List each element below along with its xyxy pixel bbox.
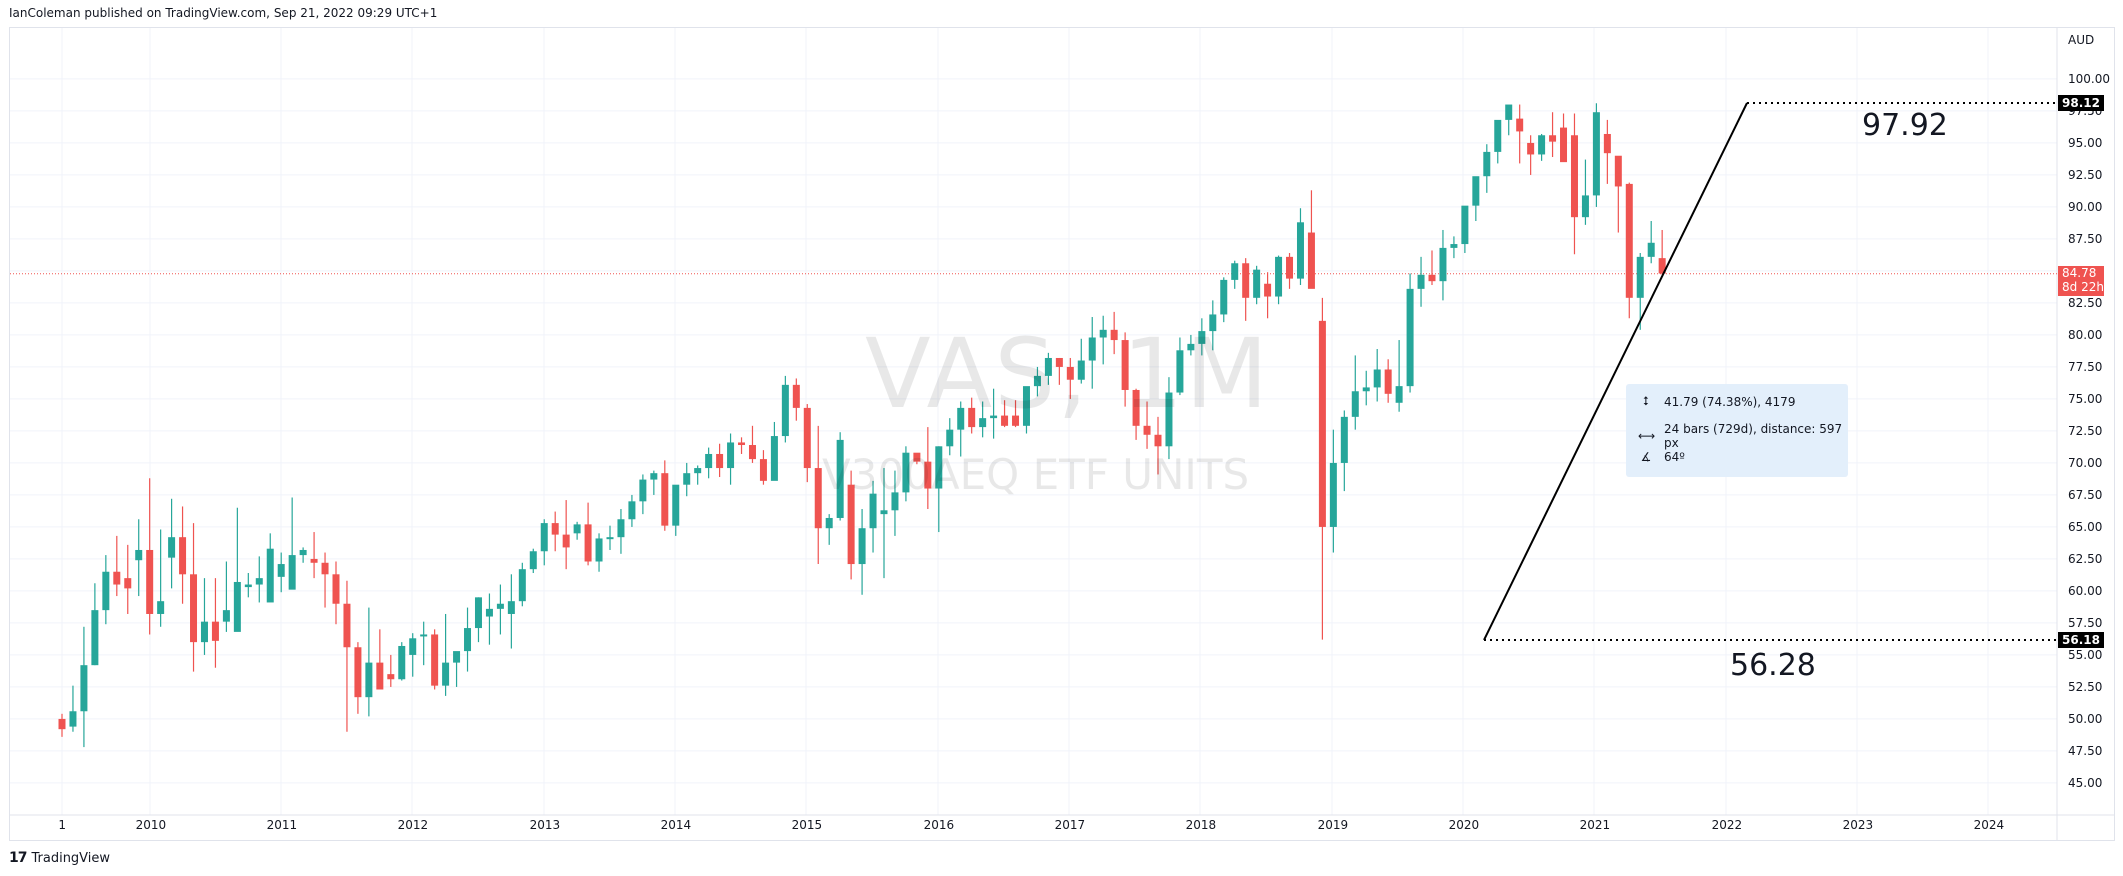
time-tick: 2016 [923,818,955,832]
time-tick: 2014 [660,818,692,832]
measure-price-range: 41.79 (74.38%), 4179 [1664,394,1796,409]
price-tick: 72.50 [2068,423,2103,438]
time-tick: 2021 [1579,818,1611,832]
high-price-badge: 98.12 [2058,95,2104,111]
price-tick: 67.50 [2068,487,2103,502]
watermark-description: V300AEQ ETF UNITS [822,450,1250,499]
price-tick: 80.00 [2068,327,2103,342]
watermark-symbol: VAS, 1M [865,318,1271,430]
price-tick: 50.00 [2068,711,2103,726]
angle-icon: ∡ [1640,450,1652,464]
price-tick: 60.00 [2068,583,2103,598]
bars-range-icon: ⟷ [1638,429,1656,443]
low-annotation: 56.28 [1730,648,1816,683]
time-tick: 2020 [1448,818,1480,832]
low-price-badge: 56.18 [2058,632,2104,648]
price-tick: 45.00 [2068,775,2103,790]
time-tick: 2013 [529,818,561,832]
time-tick: 2022 [1711,818,1743,832]
measure-tooltip: ⭥ 41.79 (74.38%), 4179 ⟷ 24 bars (729d),… [1626,384,1848,477]
price-range-icon: ⭥ [1642,394,1650,408]
bar-countdown: 8d 22h [2062,280,2104,294]
time-tick: 2010 [135,818,167,832]
price-tick: 62.50 [2068,551,2103,566]
measure-angle: 64º [1664,450,1685,464]
price-tick: 70.00 [2068,455,2103,470]
price-tick: 100.00 [2068,71,2110,86]
tradingview-brand: TradingView [31,850,111,866]
price-tick: 57.50 [2068,615,2103,630]
price-tick: 92.50 [2068,167,2103,182]
time-tick: 2011 [266,818,298,832]
price-tick: 82.50 [2068,295,2103,310]
currency-label: AUD [2068,33,2095,47]
price-tick: 90.00 [2068,199,2103,214]
time-tick: 2012 [397,818,429,832]
time-tick: 2023 [1842,818,1874,832]
time-tick: 2017 [1054,818,1086,832]
tradingview-footer[interactable]: 17 TradingView [9,850,110,866]
time-tick: 2019 [1317,818,1349,832]
price-tick: 77.50 [2068,359,2103,374]
chart-pane[interactable] [9,27,2115,841]
last-price-value: 84.78 [2062,266,2097,280]
price-tick: 95.00 [2068,135,2103,150]
high-annotation: 97.92 [1862,108,1948,143]
measure-bars-range: 24 bars (729d), distance: 597 px [1664,422,1843,450]
price-tick: 52.50 [2068,679,2103,694]
time-tick: 2024 [1973,818,2005,832]
time-tick: 2018 [1185,818,1217,832]
price-tick: 87.50 [2068,231,2103,246]
publisher-caption: IanColeman published on TradingView.com,… [9,6,438,20]
time-tick: 1 [58,818,67,832]
price-tick: 47.50 [2068,743,2103,758]
tradingview-logo-icon: 17 [9,850,28,866]
time-tick: 2015 [791,818,823,832]
price-tick: 65.00 [2068,519,2103,534]
price-tick: 75.00 [2068,391,2103,406]
price-tick: 55.00 [2068,647,2103,662]
last-price-badge: 84.78 8d 22h [2058,266,2104,296]
